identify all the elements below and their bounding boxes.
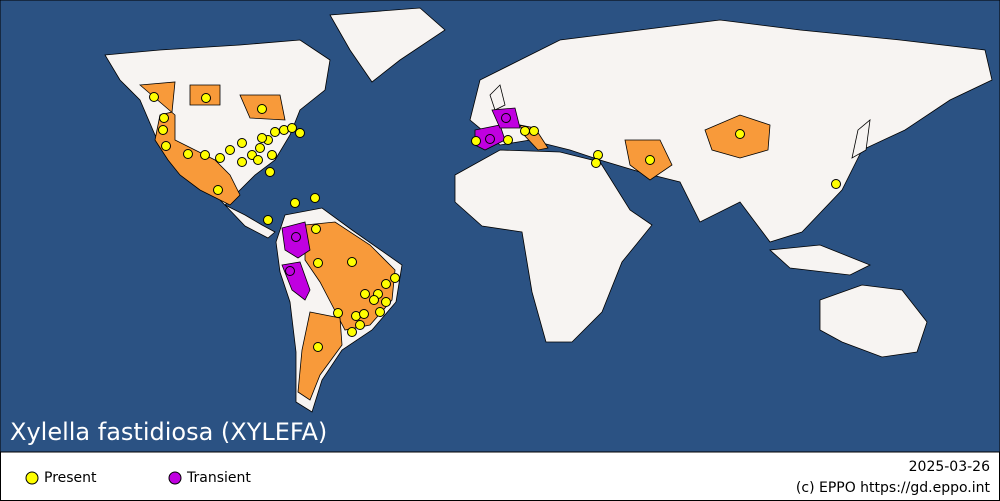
legend-label: Transient [186, 470, 251, 486]
map-credit: (c) EPPO https://gd.eppo.int [796, 480, 991, 496]
map-title: Xylella fastidiosa (XYLEFA) [10, 418, 327, 446]
legend-label: Present [44, 470, 97, 486]
map-date: 2025-03-26 [909, 459, 990, 475]
legend-swatch-transient [168, 471, 182, 485]
legend-swatch-present [25, 471, 39, 485]
occurrence-points [149, 92, 841, 352]
